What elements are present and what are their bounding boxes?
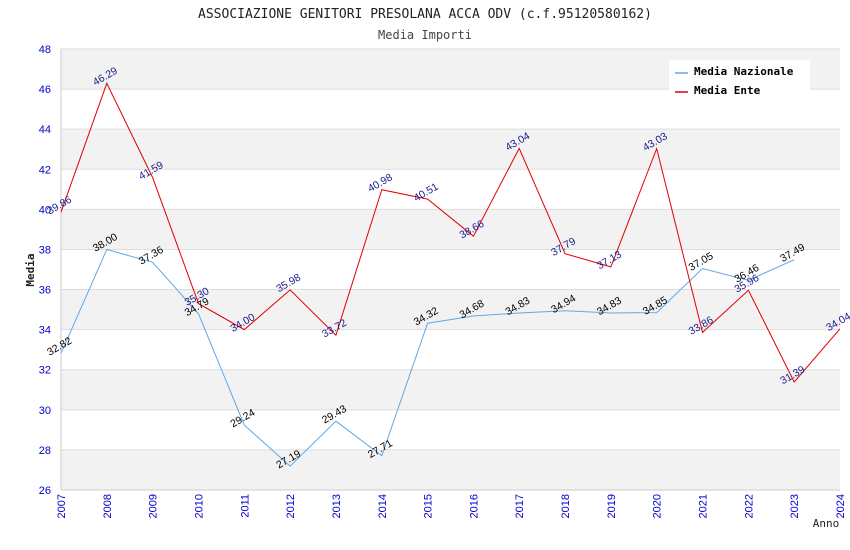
x-axis-label: Anno [813, 517, 840, 530]
grid-band [61, 409, 840, 450]
y-tick-label: 44 [39, 124, 51, 136]
x-tick-label: 2015 [423, 494, 435, 518]
chart-subtitle: Media Importi [378, 28, 472, 42]
grid-band [61, 289, 840, 330]
x-tick-label: 2013 [331, 494, 343, 518]
x-tick-label: 2010 [193, 494, 205, 518]
legend-label-media-nazionale: Media Nazionale [694, 65, 794, 78]
grid-band [61, 329, 840, 370]
y-tick-label: 34 [39, 325, 51, 337]
y-tick-label: 48 [39, 44, 51, 56]
series-line-media-ente [60, 82, 841, 383]
y-tick-label: 40 [39, 204, 51, 216]
grid-band [61, 249, 840, 290]
grid-band [61, 369, 840, 410]
y-tick-label: 36 [39, 285, 51, 297]
y-tick-label: 46 [39, 84, 51, 96]
series-group [60, 82, 841, 467]
x-tick-label: 2019 [606, 494, 618, 518]
y-tick-label: 38 [39, 244, 51, 256]
x-tick-label: 2017 [514, 494, 526, 518]
grid-bands [61, 48, 840, 491]
grid-band [61, 209, 840, 250]
y-tick-label: 28 [39, 445, 51, 457]
x-tick-label: 2016 [468, 494, 480, 518]
x-tick-label: 2011 [239, 494, 251, 518]
x-tick-label: 2024 [835, 494, 847, 518]
chart-title: ASSOCIAZIONE GENITORI PRESOLANA ACCA ODV… [198, 7, 652, 22]
legend-label-media-ente: Media Ente [694, 84, 761, 97]
x-tick-label: 2008 [102, 494, 114, 518]
grid-band [61, 129, 840, 170]
x-axis: 2007 2008 2009 2010 2011 2012 2013 2014 2015 2016… [56, 489, 847, 518]
x-tick-label: 2021 [698, 494, 710, 518]
grid-band [61, 449, 840, 490]
y-axis: 26 28 30 32 34 36 38 40 42 44 46 48 [39, 44, 62, 497]
x-tick-label: 2014 [377, 494, 389, 518]
grid-band [61, 169, 840, 210]
series-line-media-nazionale [60, 248, 795, 467]
legend: Media Nazionale Media Ente [669, 60, 810, 100]
x-tick-label: 2020 [652, 494, 664, 518]
y-tick-label: 32 [39, 365, 51, 377]
y-axis-label: Media [24, 253, 37, 286]
y-tick-label: 26 [39, 485, 51, 497]
x-tick-label: 2022 [743, 494, 755, 518]
x-tick-label: 2009 [148, 494, 160, 518]
x-tick-label: 2012 [285, 494, 297, 518]
x-tick-label: 2007 [56, 494, 68, 518]
y-tick-label: 30 [39, 405, 51, 417]
legend-box [669, 60, 810, 100]
y-tick-label: 42 [39, 164, 51, 176]
x-tick-label: 2018 [560, 494, 572, 518]
x-tick-label: 2023 [789, 494, 801, 518]
